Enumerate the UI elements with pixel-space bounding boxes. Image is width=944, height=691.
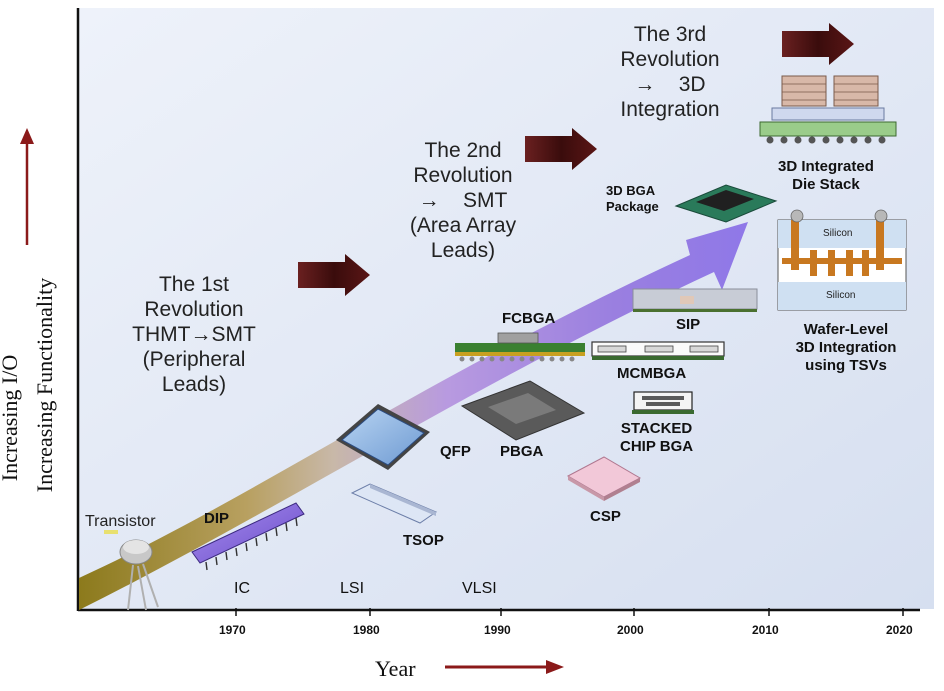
first-revolution-text: The 1st Revolution THMT→SMT (Peripheral …: [132, 273, 256, 396]
transistor-image: [104, 530, 159, 611]
tick-2010: 2010: [752, 623, 779, 637]
die-stack-label: 3D Integrated Die Stack: [778, 158, 874, 193]
second-revolution-text: The 2nd Revolution → SMT (Area Array Lea…: [409, 139, 517, 262]
tsop-package-image: [350, 483, 438, 524]
x-axis-tick-marks: [235, 608, 904, 616]
tick-1990: 1990: [484, 623, 511, 637]
mcmbga-label: MCMBGA: [617, 365, 687, 382]
wafer-level-label: Wafer-Level 3D Integration using TSVs: [795, 321, 897, 374]
dip-label: DIP: [204, 510, 230, 527]
revolution-arrow-icon-2: [525, 128, 597, 170]
y-axis-label-line2: Increasing Functionality: [32, 277, 57, 493]
revolution-arrow-icon-3: [782, 23, 854, 65]
era-ic: IC: [234, 580, 250, 597]
trend-band: [79, 222, 748, 610]
x-axis-arrow-icon: [445, 660, 564, 674]
sip-package-image: [632, 288, 758, 312]
tick-1980: 1980: [353, 623, 380, 637]
wafer-level-tsv-image: [777, 209, 907, 311]
qfp-label: QFP: [440, 443, 471, 460]
tick-2000: 2000: [617, 623, 644, 637]
era-vlsi: VLSI: [462, 580, 497, 597]
csp-label: CSP: [590, 508, 621, 525]
tick-2020: 2020: [886, 623, 913, 637]
transistor-label: Transistor: [85, 513, 156, 530]
stacked-chip-bga-image: [632, 391, 694, 414]
bga-3d-package-image: [674, 184, 778, 223]
fcbga-label: FCBGA: [502, 310, 556, 327]
silicon-top-label: Silicon: [823, 228, 853, 239]
revolution-arrow-icon-1: [298, 254, 370, 296]
csp-package-image: [566, 456, 642, 501]
tsop-label: TSOP: [403, 532, 444, 549]
qfp-package-image: [336, 404, 430, 470]
third-revolution-text: The 3rd Revolution → 3D Integration: [620, 23, 720, 121]
pbga-package-image: [460, 380, 586, 441]
tick-1970: 1970: [219, 623, 246, 637]
stacked-chip-bga-label: STACKED CHIP BGA: [620, 420, 694, 455]
pbga-label: PBGA: [500, 443, 544, 460]
die-stack-image: [759, 75, 897, 144]
era-lsi: LSI: [340, 580, 365, 597]
sip-label: SIP: [676, 316, 701, 333]
bga-3d-label: 3D BGA Package: [606, 183, 659, 214]
dip-package-image: [191, 502, 305, 571]
y-axis-arrow-icon: [20, 128, 34, 245]
y-axis-label-line1: Increasing I/O: [0, 354, 22, 482]
x-axis-label: Year: [375, 656, 416, 681]
mcmbga-package-image: [591, 341, 725, 360]
fcbga-package-image: [455, 332, 585, 362]
silicon-bottom-label: Silicon: [826, 290, 856, 301]
